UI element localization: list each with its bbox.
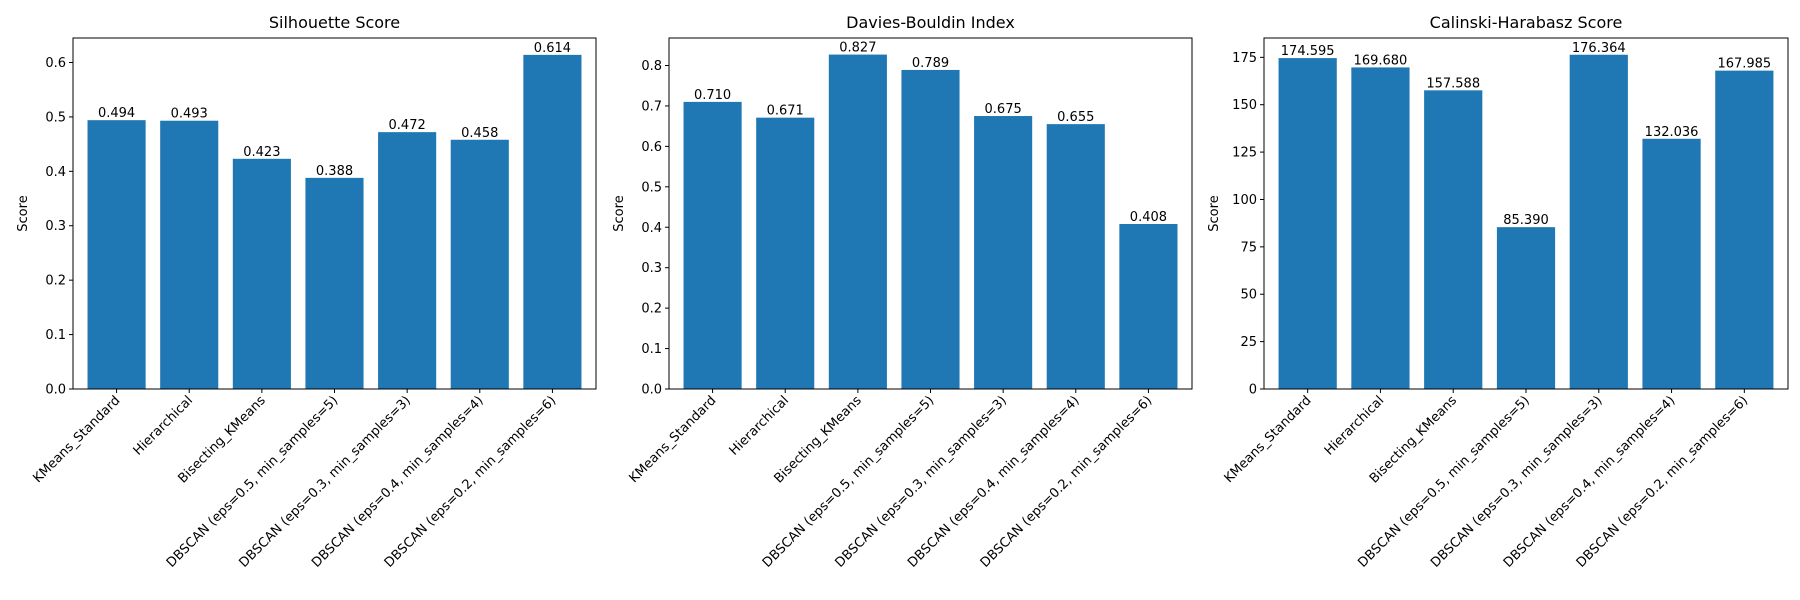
data-label: 85.390 [1503,213,1549,228]
bar [683,101,742,389]
bar [87,120,146,390]
y-tick-label: 0.0 [45,383,66,398]
y-tick-label: 0.3 [45,219,66,234]
y-tick-label: 0.5 [641,180,662,195]
y-tick-label: 100 [1232,193,1257,208]
x-tick-label: KMeans_Standard [31,393,124,486]
x-tick-label: Hierarchical [727,393,792,458]
data-label: 132.036 [1645,125,1699,140]
data-label: 0.614 [534,41,571,56]
chart-panel-1: 0.494 0.493 0.423 0.388 0.472 0.458 0.614 0.0 0.… [16,13,597,571]
y-tick-label: 0.6 [45,56,66,71]
data-label: 0.494 [98,106,135,121]
data-label: 0.675 [985,102,1022,117]
bar [450,139,509,389]
y-tick-label: 0.8 [641,59,662,74]
bar [756,117,815,389]
bar [160,120,219,389]
y-tick-label: 0.1 [641,342,662,357]
y-tick-label: 0.6 [641,140,662,155]
bar [305,177,364,389]
chart-panel-2: 0.710 0.671 0.827 0.789 0.675 0.655 0.408 0.0 0.… [612,13,1193,571]
data-label: 0.827 [839,41,876,56]
chart-title: Silhouette Score [269,13,400,32]
bar [1351,67,1410,389]
bar [1715,70,1774,389]
data-label: 0.458 [461,126,498,141]
data-label: 0.493 [171,107,208,122]
x-tick-label: KMeans_Standard [1222,393,1315,486]
data-label: 167.985 [1717,57,1771,72]
bar [1119,224,1178,389]
y-axis-label: Score [1207,195,1222,231]
y-tick-label: 25 [1240,335,1257,350]
data-label: 0.710 [694,88,731,103]
bar [1278,58,1337,389]
y-tick-label: 75 [1240,240,1257,255]
bar [1642,138,1701,389]
data-label: 0.388 [316,164,353,179]
y-tick-label: 0.7 [641,99,662,114]
y-tick-label: 125 [1232,146,1257,161]
y-tick-label: 0 [1249,383,1257,398]
y-tick-label: 0.4 [45,165,66,180]
x-tick-label: Hierarchical [1322,393,1387,458]
bar [378,132,437,389]
data-label: 174.595 [1281,44,1335,59]
data-label: 0.408 [1130,210,1167,225]
y-tick-label: 0.0 [641,383,662,398]
bar [1424,90,1483,389]
chart-title: Calinski-Harabasz Score [1430,13,1623,32]
bar [523,54,582,390]
y-tick-label: 50 [1240,288,1257,303]
bar [828,54,887,389]
x-tick-label: KMeans_Standard [627,393,720,486]
y-tick-label: 175 [1232,51,1257,66]
bar [1496,227,1556,389]
bar [974,116,1033,389]
chart-panel-3: 174.595 169.680 157.588 85.390 176.364 132.03… [1207,13,1789,571]
y-tick-label: 0.5 [45,110,66,125]
bar [1046,124,1105,389]
y-tick-label: 150 [1232,98,1257,113]
data-label: 0.472 [389,118,426,133]
y-tick-label: 0.4 [641,221,662,236]
x-tick-label: DBSCAN (eps=0.2, min_samples=6) [1574,393,1751,570]
data-label: 0.423 [243,145,280,160]
bar [901,69,960,389]
y-tick-label: 0.1 [45,328,66,343]
bar [1569,54,1628,389]
chart-title: Davies-Bouldin Index [846,13,1015,32]
data-label: 0.789 [912,56,949,71]
data-label: 176.364 [1572,41,1626,56]
data-label: 169.680 [1354,53,1408,68]
y-tick-label: 0.2 [45,274,66,289]
x-tick-label: Hierarchical [131,393,196,458]
data-label: 0.671 [767,104,804,119]
y-tick-label: 0.2 [641,302,662,317]
bar [232,158,291,389]
data-label: 157.588 [1426,76,1480,91]
y-axis-label: Score [612,195,627,231]
y-axis-label: Score [16,195,31,231]
y-tick-label: 0.3 [641,261,662,276]
data-label: 0.655 [1057,110,1094,125]
